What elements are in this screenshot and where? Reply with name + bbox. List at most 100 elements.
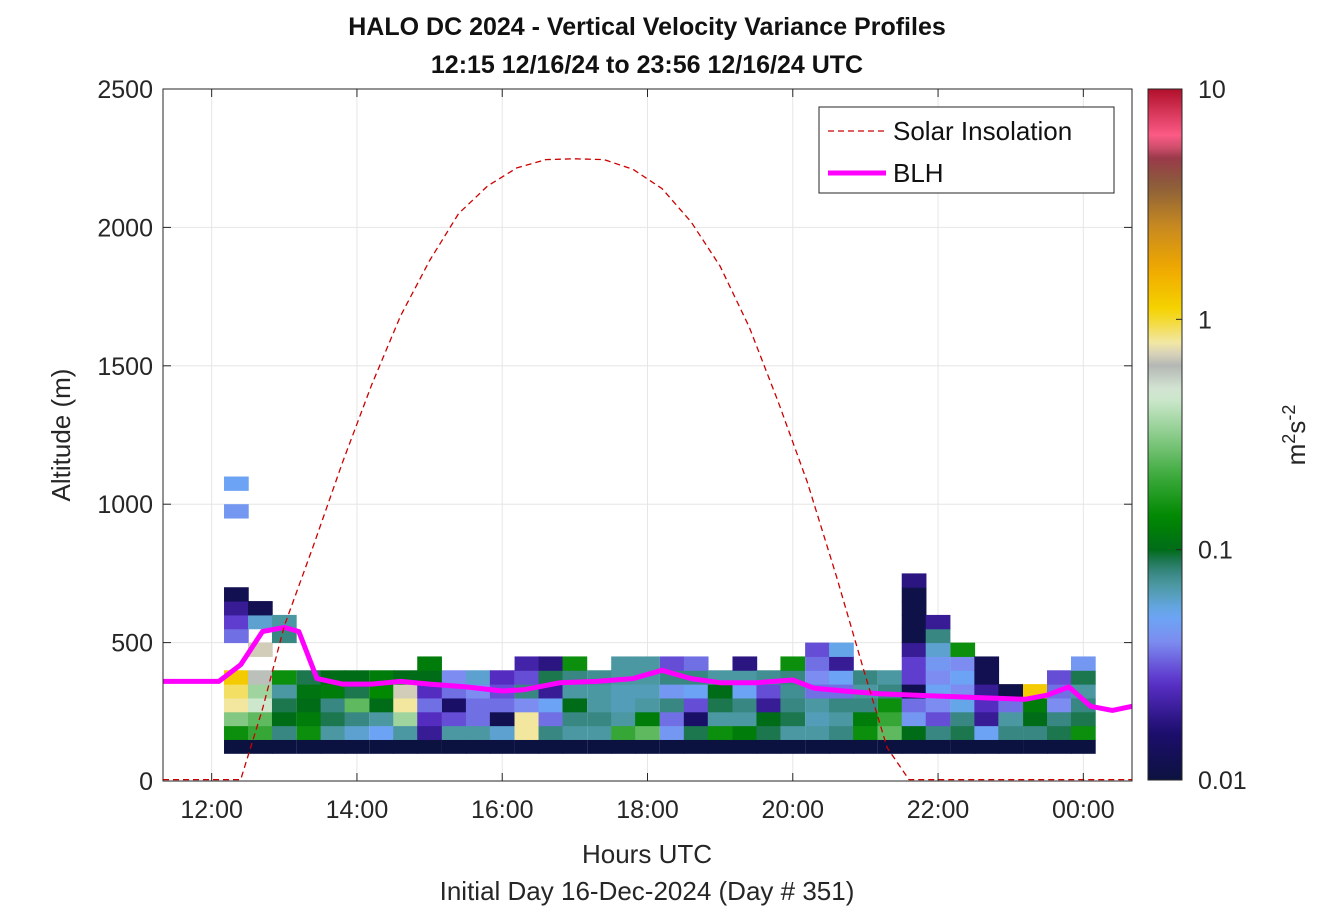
variance-cell bbox=[538, 711, 564, 727]
variance-cell bbox=[489, 739, 515, 754]
variance-cell bbox=[320, 711, 346, 727]
variance-cell bbox=[659, 656, 685, 671]
variance-cell bbox=[756, 711, 782, 727]
variance-cell bbox=[514, 697, 540, 713]
variance-cell bbox=[756, 725, 782, 740]
variance-cell bbox=[562, 656, 588, 671]
variance-cell bbox=[950, 642, 976, 657]
variance-cell bbox=[538, 739, 564, 754]
variance-cell bbox=[320, 739, 346, 754]
variance-cell bbox=[587, 739, 612, 754]
variance-cell bbox=[659, 697, 685, 713]
variance-cell bbox=[877, 697, 903, 713]
variance-cell bbox=[950, 711, 976, 727]
variance-cell bbox=[344, 725, 370, 740]
variance-cell bbox=[829, 670, 854, 685]
legend-box bbox=[818, 106, 1115, 194]
variance-cell bbox=[974, 739, 1000, 754]
variance-cell bbox=[732, 697, 758, 713]
variance-cell bbox=[296, 739, 322, 754]
variance-cell bbox=[465, 739, 491, 754]
variance-cell bbox=[683, 697, 709, 713]
variance-cell bbox=[562, 684, 588, 699]
variance-cell bbox=[829, 725, 854, 740]
variance-cell bbox=[224, 711, 249, 727]
x-tick-label: 20:00 bbox=[761, 796, 824, 824]
variance-cell bbox=[1023, 739, 1048, 754]
variance-cell bbox=[805, 656, 830, 671]
variance-cell bbox=[320, 697, 346, 713]
variance-cell bbox=[224, 684, 249, 699]
variance-cell bbox=[538, 697, 564, 713]
variance-cell bbox=[1070, 725, 1096, 740]
variance-cell bbox=[587, 725, 612, 740]
variance-cell bbox=[1047, 711, 1072, 727]
variance-cell bbox=[756, 684, 782, 699]
variance-cell bbox=[659, 684, 685, 699]
variance-cell bbox=[344, 711, 370, 727]
variance-cell bbox=[732, 739, 758, 754]
variance-cell bbox=[829, 656, 854, 671]
x-tick-label: 22:00 bbox=[907, 796, 970, 824]
variance-cells bbox=[224, 476, 1096, 754]
variance-cell bbox=[1070, 670, 1096, 685]
variance-cell bbox=[805, 725, 830, 740]
variance-cell bbox=[974, 670, 1000, 685]
variance-cell bbox=[901, 697, 927, 713]
variance-cell bbox=[344, 684, 370, 699]
variance-cell bbox=[247, 601, 273, 616]
variance-cell bbox=[925, 739, 951, 754]
colorbar bbox=[1147, 88, 1183, 781]
variance-cell bbox=[732, 725, 758, 740]
variance-cell bbox=[224, 725, 249, 740]
y-tick-label: 500 bbox=[111, 630, 153, 658]
variance-cell bbox=[1023, 697, 1048, 713]
variance-cell bbox=[465, 697, 491, 713]
variance-cell bbox=[393, 684, 418, 699]
variance-cell bbox=[901, 642, 927, 657]
variance-cell bbox=[611, 697, 636, 713]
variance-cell bbox=[296, 684, 322, 699]
variance-cell bbox=[974, 656, 1000, 671]
variance-cell bbox=[1047, 725, 1072, 740]
variance-cell bbox=[296, 725, 322, 740]
variance-cell bbox=[853, 725, 878, 740]
variance-cell bbox=[877, 711, 903, 727]
colorbar-tick-label: 0.01 bbox=[1198, 767, 1247, 795]
variance-cell bbox=[925, 711, 951, 727]
variance-cell bbox=[514, 656, 540, 671]
variance-cell bbox=[224, 587, 249, 602]
variance-cell bbox=[224, 739, 249, 754]
variance-cell bbox=[224, 504, 249, 519]
variance-cell bbox=[1070, 711, 1096, 727]
variance-cell bbox=[369, 684, 395, 699]
variance-cell bbox=[805, 670, 830, 685]
variance-cell bbox=[393, 697, 418, 713]
variance-cell bbox=[901, 573, 927, 588]
solar-insolation-line bbox=[163, 158, 1132, 781]
variance-cell bbox=[877, 670, 903, 685]
variance-cell bbox=[635, 711, 660, 727]
variance-cell bbox=[271, 684, 297, 699]
variance-cell bbox=[514, 711, 540, 727]
x-tick-label: 16:00 bbox=[471, 796, 534, 824]
variance-cell bbox=[369, 711, 395, 727]
variance-cell bbox=[974, 711, 1000, 727]
variance-cell bbox=[417, 711, 442, 727]
variance-cell bbox=[441, 711, 467, 727]
variance-cell bbox=[417, 739, 442, 754]
variance-cell bbox=[829, 739, 854, 754]
y-axis-ticks: 0 500 1000 1500 2000 2500 bbox=[97, 76, 1132, 796]
variance-cell bbox=[441, 697, 467, 713]
variance-cell bbox=[1047, 739, 1072, 754]
variance-cell bbox=[683, 711, 709, 727]
variance-cell bbox=[247, 739, 273, 754]
variance-cell bbox=[344, 670, 370, 685]
variance-cell bbox=[344, 739, 370, 754]
variance-cell bbox=[925, 670, 951, 685]
variance-cell bbox=[1047, 670, 1072, 685]
variance-cell bbox=[296, 711, 322, 727]
variance-cell bbox=[683, 725, 709, 740]
colorbar-ticks: 0.01 0.1 1 10 bbox=[1176, 76, 1247, 795]
variance-cell bbox=[780, 697, 806, 713]
